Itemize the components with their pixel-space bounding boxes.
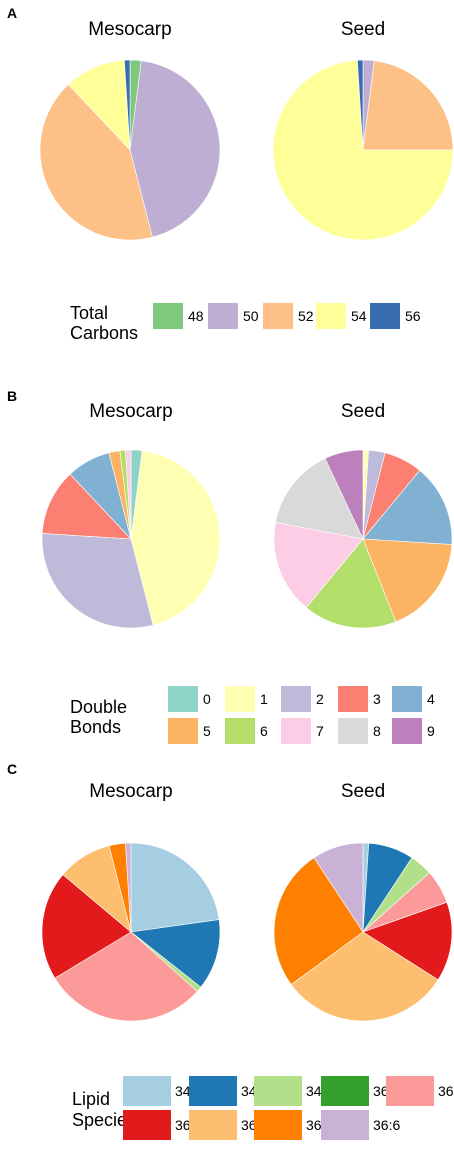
legend-title-line: Lipid: [72, 1089, 110, 1109]
legend-label: 8: [373, 723, 381, 739]
panel-letter-a: A: [7, 5, 17, 21]
pie-slice-8: [275, 458, 364, 540]
legend-swatch: [254, 1110, 302, 1140]
pie-b-seed: [273, 449, 453, 629]
legend-label: 4: [427, 691, 435, 707]
legend-swatch: [225, 686, 255, 712]
pie-a-mesocarp: [39, 59, 221, 241]
pie-title-mesocarp: Mesocarp: [89, 401, 172, 422]
pie-slice-36-5: [273, 857, 364, 985]
legend-swatch: [189, 1076, 237, 1106]
pie-slice-2: [41, 533, 154, 629]
legend-swatch: [168, 686, 198, 712]
pie-title-seed: Seed: [341, 401, 385, 422]
legend-label: 7: [316, 723, 324, 739]
pie-c-mesocarp: [41, 842, 221, 1022]
legend-label: 5: [203, 723, 211, 739]
legend-label: 9: [427, 723, 435, 739]
legend-label: 1: [260, 691, 268, 707]
legend-swatch: [225, 718, 255, 744]
legend-label: 54: [351, 308, 367, 324]
legend-swatch: [386, 1076, 434, 1106]
legend-title-line: Species: [72, 1110, 136, 1130]
pie-slice-54: [272, 59, 454, 241]
pie-slice-5: [362, 538, 453, 623]
legend-swatch: [254, 1076, 302, 1106]
legend-swatch: [316, 303, 346, 329]
legend-label: 6: [260, 723, 268, 739]
pie-slice-50: [129, 60, 221, 238]
legend-swatch: [392, 718, 422, 744]
legend-label: 52: [298, 308, 314, 324]
pie-slice-6: [305, 538, 397, 629]
pie-slice-1: [130, 450, 221, 626]
legend-swatch: [123, 1110, 171, 1140]
legend-label: 0: [203, 691, 211, 707]
panel-letter-b: B: [7, 388, 17, 404]
legend-title-line: Total: [70, 303, 108, 323]
pie-c-seed: [273, 842, 453, 1022]
legend-label: 3: [373, 691, 381, 707]
pie-slice-34-2: [130, 919, 221, 988]
legend-swatch: [153, 303, 183, 329]
legend-swatch: [370, 303, 400, 329]
legend-swatch: [321, 1076, 369, 1106]
legend-swatch: [168, 718, 198, 744]
pie-slice-36-6: [313, 842, 364, 933]
pie-slice-9: [324, 449, 364, 540]
pie-title-mesocarp: Mesocarp: [89, 781, 172, 802]
legend-swatch: [123, 1076, 171, 1106]
pie-a-seed: [272, 59, 454, 241]
legend-swatch: [281, 686, 311, 712]
pie-slice-4: [362, 469, 453, 545]
legend-label: 48: [188, 308, 204, 324]
pie-slice-36-3: [362, 901, 453, 981]
pie-slice-7: [125, 449, 132, 540]
legend-title-line: Double: [70, 697, 127, 717]
pie-title-seed: Seed: [341, 781, 385, 802]
pie-slice-56: [357, 59, 364, 151]
pie-b-mesocarp: [41, 449, 221, 629]
legend-label: 36:6: [373, 1117, 400, 1133]
pie-title-seed: Seed: [341, 19, 385, 40]
pie-slice-3: [41, 473, 132, 540]
legend-swatch: [189, 1110, 237, 1140]
panel-letter-c: C: [7, 761, 17, 777]
legend-swatch: [321, 1110, 369, 1140]
legend-swatch: [281, 718, 311, 744]
legend-label: 36:2: [438, 1083, 454, 1099]
pie-slice-52: [39, 83, 153, 241]
pie-slice-36-4: [290, 931, 439, 1022]
pie-slice-52: [362, 60, 454, 151]
pie-slice-36-2: [54, 931, 198, 1022]
legend-c: LipidSpecies34:134:234:336:136:236:336:4…: [72, 1076, 454, 1140]
legend-label: 2: [316, 691, 324, 707]
pie-slice-34-1: [130, 842, 220, 933]
legend-title-line: Bonds: [70, 717, 121, 737]
legend-title-line: Carbons: [70, 323, 138, 343]
legend-label: 50: [243, 308, 259, 324]
legend-swatch: [392, 686, 422, 712]
pie-title-mesocarp: Mesocarp: [88, 19, 171, 40]
legend-swatch: [338, 686, 368, 712]
legend-swatch: [338, 718, 368, 744]
legend-swatch: [263, 303, 293, 329]
legend-label: 56: [405, 308, 421, 324]
pie-slice-36-3: [41, 874, 132, 979]
pie-slice-36-6: [125, 842, 132, 933]
pie-slice-56: [124, 59, 131, 151]
legend-swatch: [208, 303, 238, 329]
pie-slice-7: [273, 521, 364, 609]
